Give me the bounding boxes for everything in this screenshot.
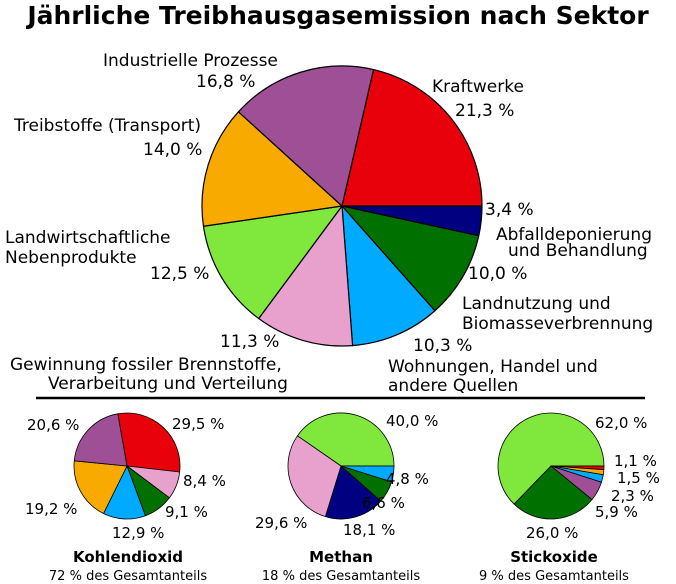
main-label-kraftwerke: Kraftwerke [432, 77, 524, 97]
pie-slice-3-5 [513, 465, 593, 520]
main-label-wohnungen: Wohnungen, Handel und [388, 357, 598, 377]
main-label-gewinnung: Gewinnung fossiler Brennstoffe, [10, 355, 282, 375]
small-label-3-0: 62,0 % [595, 414, 647, 432]
pie-slice-0-0 [341, 68, 483, 207]
main-label-landnutzung: Biomasseverbrennung [462, 314, 653, 334]
pie-title-1: Kohlendioxid [73, 548, 183, 566]
pie-slice-1-5 [73, 413, 128, 467]
pie-slice-0-2 [341, 205, 480, 312]
main-label-wohnungen: 10,3 % [413, 336, 472, 356]
pie-slice-0-3 [341, 205, 436, 347]
small-label-2-3: 18,1 % [343, 521, 395, 539]
main-label-abfall: Abfalldeponierung [496, 225, 652, 245]
main-label-gewinnung: 11,3 % [220, 332, 279, 352]
main-label-landnutzung: 10,0 % [468, 264, 527, 284]
pie-title-3: Stickoxide [510, 548, 598, 566]
pie-slice-0-6 [201, 111, 343, 227]
small-label-3-4: 5,9 % [595, 503, 638, 521]
pie-slice-0-4 [258, 205, 354, 347]
pie-slice-2-3 [324, 465, 382, 520]
small-label-2-1: 4,8 % [386, 470, 429, 488]
pie-subtitle-2: 18 % des Gesamtanteils [262, 569, 420, 584]
pie-slice-3-0 [497, 412, 605, 505]
small-label-3-2: 1,5 % [617, 469, 660, 487]
main-label-kraftwerke: 21,3 % [455, 101, 514, 121]
main-label-treibstoffe: 14,0 % [143, 140, 202, 160]
main-label-abfall: und Behandlung [508, 241, 648, 261]
main-label-landnutzung: Landnutzung und [462, 294, 611, 314]
small-label-3-3: 2,3 % [611, 487, 654, 505]
small-label-1-3: 12,9 % [112, 524, 164, 542]
main-label-landwirtschaft: Nebenprodukte [5, 248, 137, 268]
small-label-1-4: 19,2 % [25, 500, 77, 518]
main-label-abfall: 3,4 % [485, 200, 534, 220]
main-label-industrie: 16,8 % [196, 72, 255, 92]
small-label-1-1: 8,4 % [183, 472, 226, 490]
small-label-2-0: 40,0 % [386, 412, 438, 430]
pie-subtitle-1: 72 % des Gesamtanteils [49, 569, 207, 584]
small-label-1-5: 20,6 % [27, 416, 79, 434]
main-label-industrie: Industrielle Prozesse [103, 51, 278, 71]
pie-slice-1-0 [117, 412, 181, 473]
main-label-gewinnung: Verarbeitung und Verteilung [48, 374, 288, 394]
main-label-landwirtschaft: Landwirtschaftliche [5, 228, 171, 248]
pie-slice-0-7 [237, 65, 375, 207]
pie-title-2: Methan [309, 548, 373, 566]
main-label-treibstoffe: Treibstoffe (Transport) [13, 116, 201, 136]
small-label-3-5: 26,0 % [526, 524, 578, 542]
pie-slice-1-4 [73, 460, 128, 514]
main-label-wohnungen: andere Quellen [388, 376, 518, 396]
small-label-3-1: 1,1 % [614, 452, 657, 470]
small-label-2-2: 6,6 % [362, 494, 405, 512]
pie-slice-2-4 [287, 435, 342, 518]
pie-slice-0-5 [202, 205, 343, 320]
chart-title: Jährliche Treibhausgasemission nach Sekt… [27, 1, 649, 30]
pie-slice-2-0 [297, 412, 395, 467]
small-label-1-0: 29,5 % [172, 415, 224, 433]
main-label-landwirtschaft: 12,5 % [150, 264, 209, 284]
pie-subtitle-3: 9 % des Gesamtanteils [479, 569, 629, 584]
small-label-1-2: 9,1 % [165, 503, 208, 521]
small-label-2-4: 29,6 % [255, 514, 307, 532]
